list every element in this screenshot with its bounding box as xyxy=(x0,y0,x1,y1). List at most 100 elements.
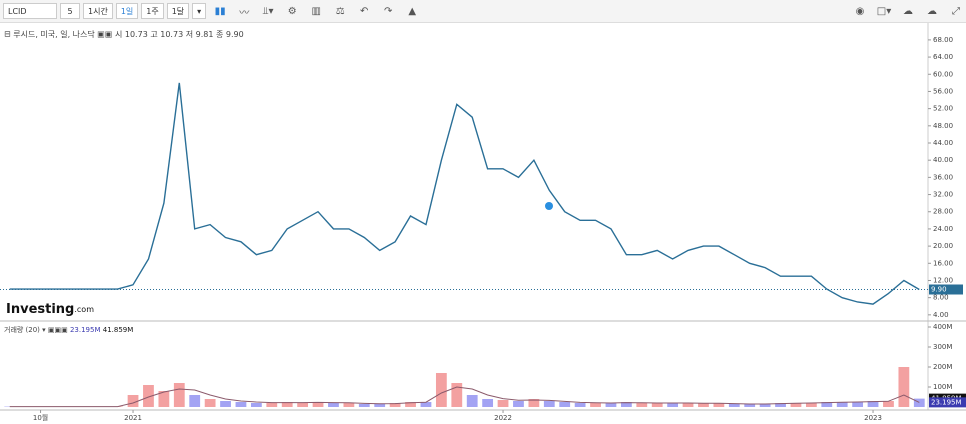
volume-bar xyxy=(682,403,694,407)
ohlc-label: 고 xyxy=(150,30,157,39)
volume-tag xyxy=(929,397,966,408)
volume-bar xyxy=(883,401,894,407)
y-tick-label: 24.00 xyxy=(933,225,953,233)
volume-bar xyxy=(451,383,463,407)
volume-bar xyxy=(836,402,848,407)
volume-bar xyxy=(312,402,324,407)
volume-bar xyxy=(821,402,833,407)
volume-bar xyxy=(405,402,416,407)
ohlc-value: 10.73 xyxy=(125,30,148,39)
cloud-icon[interactable]: ☁ xyxy=(903,5,913,17)
candle-icon[interactable]: ▮▮ xyxy=(214,5,226,17)
chart-title: 루시드, 미국, 일, 나스닥 xyxy=(13,29,95,39)
plot: 4.00 8.00 12.00 16.00 20.00 24.00 28.00 32.00 36… xyxy=(0,36,966,422)
volume-bar xyxy=(698,403,709,407)
redo-icon[interactable]: ↷ xyxy=(383,5,393,17)
brand-suffix: .com xyxy=(74,305,94,314)
studies-icon[interactable]: ▥ xyxy=(311,5,321,17)
y-tick-label: 32.00 xyxy=(933,191,953,199)
settings-icon[interactable]: ⚙ xyxy=(287,5,297,17)
alert-icon[interactable]: ▲ xyxy=(408,5,417,17)
x-tick-label: 2022 xyxy=(494,414,512,422)
volume-bar xyxy=(343,403,355,407)
ohlc-value: 9.90 xyxy=(226,30,244,39)
volume-bar xyxy=(328,403,339,407)
x-tick-label: 2023 xyxy=(864,414,882,422)
volume-tag-label: 23.195M xyxy=(931,398,962,406)
interval[interactable]: 1일 xyxy=(115,3,139,19)
y-tick-label: 28.00 xyxy=(933,208,953,216)
interval[interactable]: 1시간 xyxy=(83,3,113,19)
volume-bar xyxy=(728,404,740,407)
price-tag-label: 9.90 xyxy=(931,285,947,293)
symbol-input[interactable]: LCID xyxy=(3,3,57,19)
volume-bar xyxy=(266,403,278,407)
y-tick-label: 100M xyxy=(933,383,952,391)
volume-bar xyxy=(281,402,293,407)
interval-count[interactable]: 5 xyxy=(60,3,80,19)
volume-bar xyxy=(605,403,617,407)
interval[interactable]: 1주 xyxy=(141,3,164,19)
y-tick-label: 68.00 xyxy=(933,36,953,44)
volume-bar xyxy=(913,398,925,407)
layout-icon[interactable]: □▾ xyxy=(876,5,892,17)
dropdown[interactable]: ▾ xyxy=(192,3,207,19)
volume-bar xyxy=(127,395,139,407)
volume-bar xyxy=(358,404,370,407)
volume-bar xyxy=(189,395,201,407)
ohlc-label: 저 xyxy=(186,30,193,39)
y-tick-label: 4.00 xyxy=(933,311,949,319)
compare-icon[interactable]: ⚖ xyxy=(335,5,345,17)
volume-bar xyxy=(559,402,571,407)
x-tick-label: 2021 xyxy=(124,414,142,422)
event-marker[interactable] xyxy=(545,202,553,210)
y-tick-label: 36.00 xyxy=(933,173,953,181)
interval[interactable]: 1달 xyxy=(166,3,190,19)
volume-bar xyxy=(250,403,262,407)
volume-bar xyxy=(374,404,386,407)
volume-bar xyxy=(220,401,231,407)
ohlc-label: 시 xyxy=(115,30,122,39)
volume-bar xyxy=(173,383,185,407)
line-icon[interactable]: 〰 xyxy=(239,7,250,19)
y-tick-label: 400M xyxy=(933,323,952,331)
camera-icon[interactable]: ◉ xyxy=(855,5,865,17)
volume-bar xyxy=(636,403,648,407)
volume-bar xyxy=(651,403,663,407)
y-tick-label: 8.00 xyxy=(933,294,949,302)
volume-bar xyxy=(543,401,555,407)
y-tick-label: 12.00 xyxy=(933,276,953,284)
volume-value: 41.859M xyxy=(103,326,134,334)
volume-bar xyxy=(143,385,154,407)
price-tag xyxy=(929,284,963,295)
volume-bar xyxy=(590,403,601,407)
price-header: ⊟ 루시드, 미국, 일, 나스닥 ▣▣ 시 10.73 고 10.73 저 9… xyxy=(4,29,244,39)
x-tick-label: 10월 xyxy=(33,413,48,422)
fullscreen-icon[interactable]: ⤢ xyxy=(952,5,960,17)
y-tick-label: 56.00 xyxy=(933,87,953,95)
y-tick-label: 64.00 xyxy=(933,53,953,61)
brand-name: Investing xyxy=(6,302,74,317)
toolbar: LCID 5 1시간 1일 1주 1달 ▾ ▮▮ 〰 ⫫▾ ⚙ ▥ ⚖ ↶ ↷ … xyxy=(0,0,966,23)
volume-bar xyxy=(744,404,756,407)
undo-icon[interactable]: ↶ xyxy=(359,5,369,17)
price-line xyxy=(9,82,920,305)
volume-bar xyxy=(482,399,494,407)
y-tick-label: 40.00 xyxy=(933,156,953,164)
volume-bar xyxy=(805,403,817,407)
y-tick-label: 52.00 xyxy=(933,105,953,113)
y-tick-label: 300M xyxy=(933,343,952,351)
volume-bar xyxy=(775,403,786,407)
volume-ma xyxy=(9,386,920,408)
indicator-icon[interactable]: ⫫▾ xyxy=(262,5,274,17)
volume-header: 거래량 (20) ▾ ▣▣▣ 23.195M 41.859M xyxy=(4,325,133,334)
volume-bar xyxy=(466,395,478,407)
volume-bar xyxy=(528,399,540,407)
volume-bar xyxy=(667,403,679,407)
cloud-save-icon[interactable]: ☁ xyxy=(927,5,937,17)
ohlc-value: 9.81 xyxy=(196,30,214,39)
volume-bar xyxy=(497,400,509,407)
volume-bar xyxy=(574,403,586,407)
